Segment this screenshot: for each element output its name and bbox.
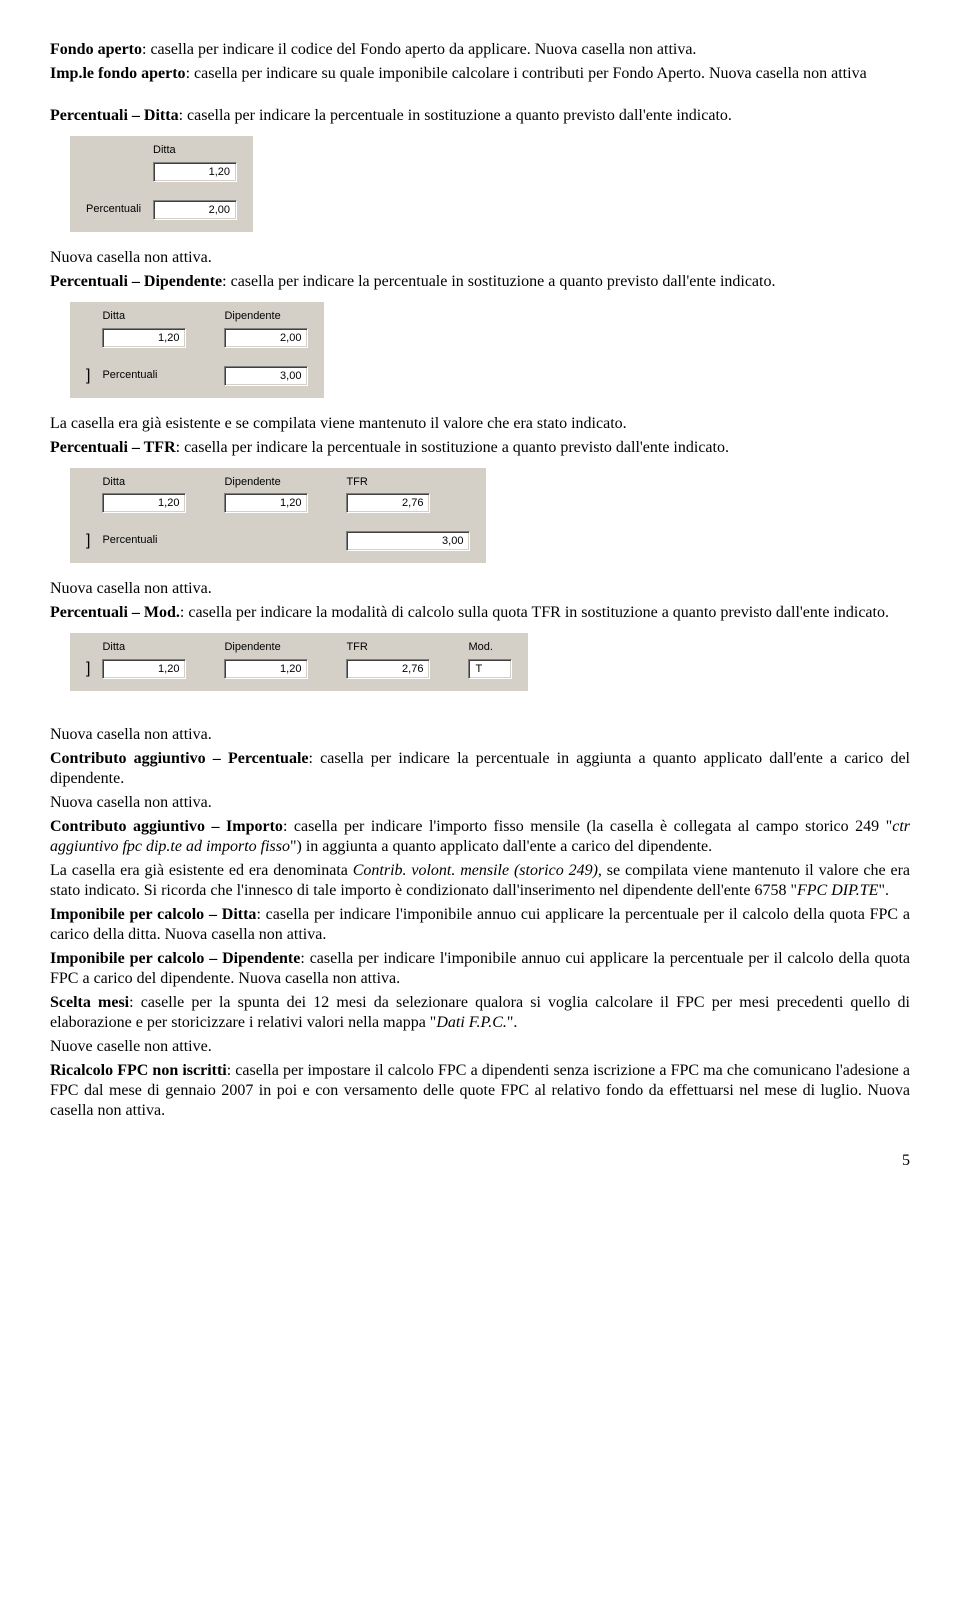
input-ditta[interactable]: 1,20 [153,162,237,182]
input-percentuali[interactable]: 3,00 [346,531,470,551]
input-ditta[interactable]: 1,20 [102,659,186,679]
header-tfr: TFR [340,639,436,657]
term: Imponibile per calcolo – Dipendente [50,950,300,967]
italic: Contrib. volont. mensile (storico 249) [353,862,598,879]
input-percentuali[interactable]: 2,00 [153,200,237,220]
form-ditta-dip-tfr: Ditta Dipendente TFR 1,20 1,20 2,76 ] Pe… [70,468,486,564]
text: ") in aggiunta a quanto applicato dall'e… [290,838,712,855]
term: Percentuali – Mod. [50,604,180,621]
note: Nuova casella non attiva. [50,248,910,268]
term: Percentuali – Dipendente [50,273,222,290]
header-dipendente: Dipendente [218,308,314,326]
form-ditta-dipendente: Ditta Dipendente 1,20 2,00 ] Percentuali… [70,302,324,398]
header-mod: Mod. [462,639,518,657]
term: Ricalcolo FPC non iscritti [50,1062,227,1079]
para-casella-esistente: La casella era già esistente ed era deno… [50,861,910,901]
note: Nuova casella non attiva. [50,793,910,813]
note: Nuova casella non attiva. [50,725,910,745]
para-imponibile-ditta: Imponibile per calcolo – Ditta: casella … [50,905,910,945]
term: Percentuali – Ditta [50,107,179,124]
bracket-icon: ] [80,529,96,553]
header-tfr: TFR [340,474,476,492]
input-dipendente[interactable]: 2,00 [224,328,308,348]
form-ditta: Ditta 1,20 Percentuali 2,00 [70,136,253,232]
label-percentuali: Percentuali [80,198,147,222]
text: : casella per indicare la percentuale in… [176,439,729,456]
term: Imp.le fondo aperto [50,65,186,82]
para-percentuali-tfr: Percentuali – TFR: casella per indicare … [50,438,910,458]
para-imponibile-dipendente: Imponibile per calcolo – Dipendente: cas… [50,949,910,989]
term: Imponibile per calcolo – Ditta [50,906,256,923]
page-number: 5 [50,1151,910,1171]
input-ditta[interactable]: 1,20 [102,328,186,348]
para-fondo-aperto: Fondo aperto: casella per indicare il co… [50,40,910,60]
input-dipendente[interactable]: 1,20 [224,493,308,513]
para-percentuali-ditta: Percentuali – Ditta: casella per indicar… [50,106,910,126]
note: Nuova casella non attiva. [50,579,910,599]
text: La casella era già esistente ed era deno… [50,862,353,879]
italic: Dati F.P.C. [436,1014,507,1031]
para-scelta-mesi: Scelta mesi: caselle per la spunta dei 1… [50,993,910,1033]
text: : casella per indicare l'importo fisso m… [283,818,892,835]
input-mod[interactable]: T [468,659,512,679]
text: : casella per indicare su quale imponibi… [186,65,867,82]
header-ditta: Ditta [96,474,192,492]
input-tfr[interactable]: 2,76 [346,659,430,679]
label-percentuali: Percentuali [96,529,314,553]
input-dipendente[interactable]: 1,20 [224,659,308,679]
text: ". [507,1014,518,1031]
header-dipendente: Dipendente [218,474,314,492]
term: Fondo aperto [50,41,142,58]
bracket-icon: ] [80,364,96,388]
text: ". [878,882,889,899]
note: La casella era già esistente e se compil… [50,414,910,434]
para-contrib-agg-importo: Contributo aggiuntivo – Importo: casella… [50,817,910,857]
para-ricalcolo-fpc: Ricalcolo FPC non iscritti: casella per … [50,1061,910,1121]
term: Scelta mesi [50,994,129,1011]
para-percentuali-mod: Percentuali – Mod.: casella per indicare… [50,603,910,623]
term: Contributo aggiuntivo – Importo [50,818,283,835]
term: Contributo aggiuntivo – Percentuale [50,750,309,767]
text: : casella per indicare il codice del Fon… [142,41,696,58]
input-percentuali[interactable]: 3,00 [224,366,308,386]
note: Nuove caselle non attive. [50,1037,910,1057]
text: : casella per indicare la percentuale in… [222,273,775,290]
header-ditta: Ditta [96,639,192,657]
form-ditta-dip-tfr-mod: Ditta Dipendente TFR Mod. ] 1,20 1,20 2,… [70,633,528,691]
para-imple-fondo-aperto: Imp.le fondo aperto: casella per indicar… [50,64,910,84]
header-ditta: Ditta [96,308,192,326]
term: Percentuali – TFR [50,439,176,456]
bracket-icon: ] [80,657,96,681]
text: : casella per indicare la percentuale in… [179,107,732,124]
header-dipendente: Dipendente [218,639,314,657]
para-percentuali-dipendente: Percentuali – Dipendente: casella per in… [50,272,910,292]
input-ditta[interactable]: 1,20 [102,493,186,513]
para-contrib-agg-perc: Contributo aggiuntivo – Percentuale: cas… [50,749,910,789]
header-ditta: Ditta [147,142,243,160]
input-tfr[interactable]: 2,76 [346,493,430,513]
text: : casella per indicare la modalità di ca… [180,604,889,621]
label-percentuali: Percentuali [96,364,192,388]
italic: FPC DIP.TE [797,882,878,899]
